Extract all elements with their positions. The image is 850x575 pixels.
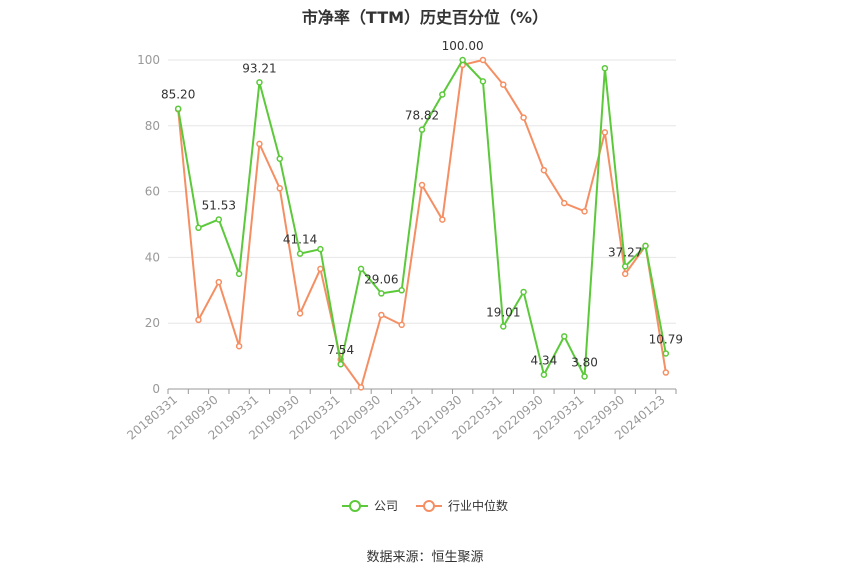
data-point	[479, 78, 487, 85]
data-point	[357, 265, 365, 273]
data-point	[215, 216, 223, 223]
data-point	[195, 224, 202, 232]
y-tick-label: 20	[145, 316, 160, 330]
data-label: 7.54	[327, 343, 354, 357]
data-label: 100.00	[442, 39, 484, 53]
legend: 公司 行业中位数	[0, 497, 850, 514]
data-point	[439, 216, 446, 223]
data-point	[256, 79, 263, 86]
data-point	[520, 288, 527, 296]
y-tick-label: 100	[137, 53, 160, 67]
data-point	[642, 242, 649, 250]
series-lines	[174, 56, 670, 391]
legend-item-company[interactable]: 公司	[341, 497, 398, 514]
data-point	[520, 114, 527, 121]
data-point	[500, 81, 507, 88]
data-point	[500, 323, 507, 330]
data-point	[581, 208, 588, 215]
data-point	[296, 250, 304, 257]
y-tick-label: 0	[152, 382, 160, 396]
data-point	[317, 265, 324, 273]
data-point	[296, 310, 304, 317]
data-point	[378, 290, 385, 297]
data-point	[540, 371, 548, 378]
data-point	[418, 181, 426, 189]
y-tick-label: 40	[145, 250, 160, 264]
data-label: 10.79	[649, 333, 683, 347]
legend-marker-company	[341, 499, 368, 512]
data-point	[621, 270, 629, 278]
data-point	[418, 126, 426, 133]
data-label: 3.80	[571, 355, 598, 369]
chart-title: 市净率（TTM）历史百分位（%）	[301, 8, 549, 27]
data-point	[540, 166, 548, 174]
data-labels: 85.20 51.53 93.21 41.14 7.54 29.06 78.82 100.00…	[161, 39, 683, 369]
data-point	[459, 56, 466, 64]
legend-marker-industry-median	[416, 499, 442, 512]
data-point	[337, 360, 344, 368]
data-point	[662, 350, 670, 357]
data-point	[276, 155, 284, 162]
data-point	[601, 129, 609, 136]
data-point	[621, 263, 629, 270]
y-tick-label: 80	[145, 119, 160, 133]
data-point	[256, 140, 263, 148]
data-label: 19.01	[486, 305, 520, 319]
data-point	[357, 384, 365, 391]
data-label: 93.21	[242, 61, 276, 75]
data-point	[174, 105, 182, 112]
data-label: 41.14	[283, 233, 317, 247]
data-point	[439, 91, 446, 98]
data-label: 85.20	[161, 88, 195, 102]
data-point	[479, 56, 487, 64]
data-point	[235, 270, 243, 278]
data-label: 29.06	[364, 272, 398, 286]
data-point	[215, 278, 223, 286]
data-point	[601, 64, 609, 72]
data-point	[378, 311, 385, 319]
data-point	[398, 287, 405, 294]
data-point	[235, 342, 243, 350]
data-point	[195, 316, 202, 324]
data-point	[398, 321, 405, 329]
data-point	[276, 185, 284, 192]
source-note: 数据来源：恒生聚源	[366, 550, 484, 565]
data-point	[317, 245, 324, 253]
data-label: 4.34	[531, 354, 558, 368]
data-point	[581, 373, 588, 380]
legend-label-industry-median: 行业中位数	[448, 499, 509, 513]
legend-label-company: 公司	[373, 499, 398, 513]
legend-item-industry-median[interactable]: 行业中位数	[416, 497, 508, 514]
data-point	[560, 199, 568, 207]
data-point	[560, 333, 568, 340]
data-point	[662, 369, 670, 376]
data-label: 37.27	[608, 245, 642, 259]
data-label: 78.82	[405, 109, 439, 123]
y-tick-label: 60	[145, 185, 160, 199]
data-label: 51.53	[202, 198, 236, 212]
